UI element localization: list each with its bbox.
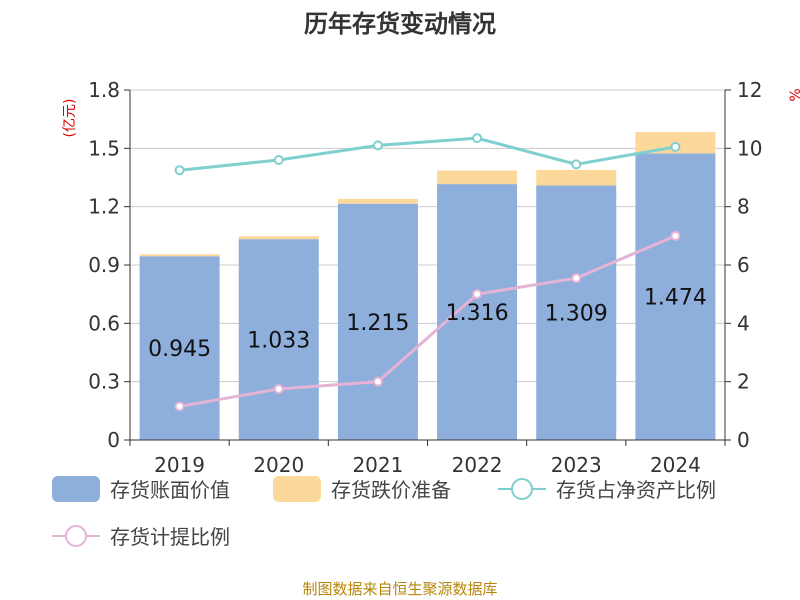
bar-book-value (536, 185, 617, 440)
x-tick-label: 2021 (352, 453, 403, 477)
left-axis-unit: (亿元) (62, 99, 78, 138)
point-net-asset-ratio (372, 140, 383, 151)
right-tick-label: 10 (737, 136, 762, 160)
x-tick-label: 2023 (551, 453, 602, 477)
point-provision-ratio (273, 383, 284, 394)
bar-book-value (238, 239, 319, 440)
point-provision-ratio (174, 401, 185, 412)
bar-data-label: 1.215 (346, 311, 409, 336)
right-tick-label: 8 (737, 195, 750, 219)
bar-reserve (536, 169, 617, 186)
right-axis-unit: % (788, 88, 800, 101)
legend-swatch (52, 476, 100, 502)
x-tick-label: 2022 (452, 453, 503, 477)
x-tick-label: 2024 (650, 453, 701, 477)
bar-reserve (238, 236, 319, 240)
legend-label: 存货账面价值 (110, 478, 230, 502)
left-tick-label: 1.5 (88, 136, 120, 160)
bar-data-label: 1.033 (247, 329, 310, 354)
source-footer: 制图数据来自恒生聚源数据库 (302, 580, 498, 598)
point-provision-ratio (372, 376, 383, 387)
point-net-asset-ratio (670, 141, 681, 152)
left-tick-label: 0.6 (88, 311, 120, 335)
left-tick-label: 1.2 (88, 195, 120, 219)
left-tick-label: 1.8 (88, 78, 120, 102)
point-net-asset-ratio (571, 159, 582, 170)
point-provision-ratio (472, 289, 483, 300)
x-tick-label: 2019 (154, 453, 205, 477)
right-tick-label: 4 (737, 311, 750, 335)
bar-book-value (437, 184, 518, 440)
point-provision-ratio (571, 273, 582, 284)
bar-reserve (437, 170, 518, 185)
point-net-asset-ratio (273, 155, 284, 165)
right-tick-label: 12 (737, 78, 762, 102)
point-net-asset-ratio (472, 133, 483, 144)
bar-book-value (337, 203, 418, 440)
point-net-asset-ratio (174, 165, 185, 176)
legend-label: 存货占净资产比例 (556, 478, 716, 502)
chart-title: 历年存货变动情况 (304, 10, 496, 38)
bar-data-label: 1.316 (446, 301, 509, 326)
bar-reserve (139, 254, 220, 257)
bar-reserve (337, 198, 418, 204)
bar-book-value (635, 153, 716, 440)
legend-swatch (273, 476, 321, 502)
point-provision-ratio (670, 230, 681, 241)
bar-data-label: 1.474 (644, 286, 707, 311)
line-provision-ratio (179, 234, 677, 408)
legend-marker (65, 525, 87, 547)
right-tick-label: 0 (737, 428, 750, 452)
bar-data-label: 1.309 (545, 302, 608, 327)
legend-label: 存货跌价准备 (331, 478, 451, 502)
x-tick-label: 2020 (253, 453, 304, 477)
left-tick-label: 0 (107, 428, 120, 452)
legend-label: 存货计提比例 (110, 525, 230, 549)
legend-marker (511, 478, 533, 500)
left-tick-label: 0.3 (88, 370, 120, 394)
right-tick-label: 6 (737, 253, 750, 277)
right-tick-label: 2 (737, 370, 750, 394)
left-tick-label: 0.9 (88, 253, 120, 277)
bar-data-label: 0.945 (148, 337, 211, 362)
line-net-asset-ratio (179, 136, 676, 172)
